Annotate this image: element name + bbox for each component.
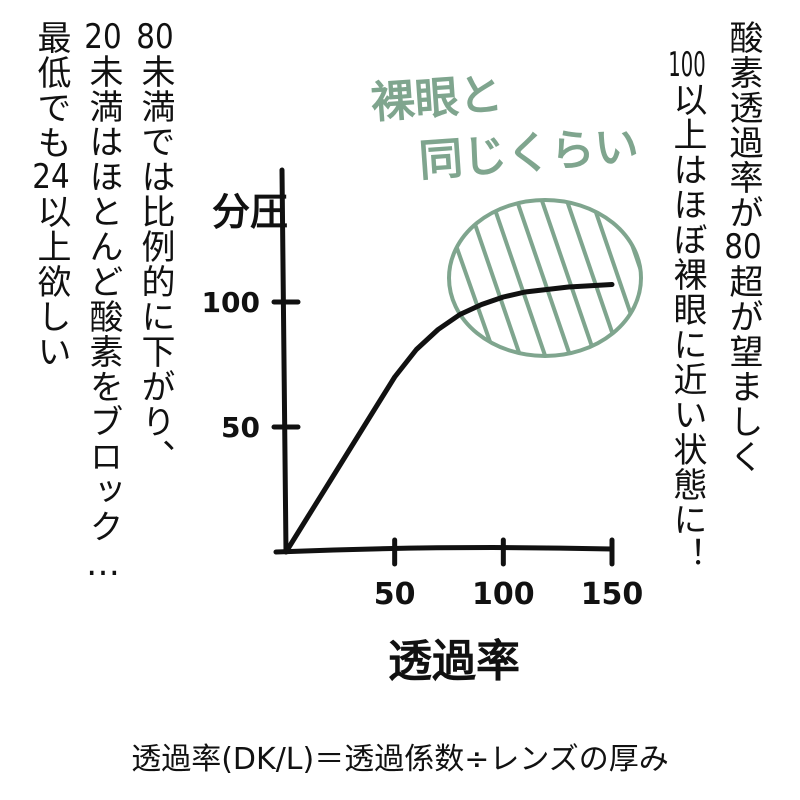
- x-axis-line: [273, 545, 615, 555]
- ticks: 50 100 150 50 100: [202, 286, 644, 612]
- y-tick-label-100: 100: [202, 286, 260, 319]
- left-text-col-1: 80未満では比例的に下がり、: [135, 20, 175, 474]
- x-tick-label-50: 50: [374, 577, 416, 612]
- left-text-col-2: 20未満はほとんど酸素をブロック…: [83, 20, 123, 585]
- right-text-col-2: 100以上はほぼ裸眼に近い状態に！: [667, 48, 707, 572]
- series-line: [283, 282, 615, 555]
- y-tick-label-50: 50: [221, 411, 260, 444]
- x-tick-label-100: 100: [472, 577, 535, 612]
- x-axis-label: 透過率: [388, 636, 520, 687]
- annotation-line-2: 同じくらい: [417, 121, 640, 187]
- annotation-line-1: 裸眼と: [369, 69, 504, 129]
- y-axis-line: [279, 167, 289, 555]
- axes: [273, 167, 615, 555]
- right-text-col-1: 酸素透過率が80超が望ましく: [723, 20, 763, 474]
- formula-caption: 透過率(DK/L)＝透過係数÷レンズの厚み: [131, 742, 669, 777]
- left-text-col-3: 最低でも24以上欲しい: [31, 20, 71, 369]
- x-tick-label-150: 150: [581, 577, 644, 612]
- y-axis-label: 分圧: [212, 190, 288, 234]
- highlight-region: [447, 198, 643, 358]
